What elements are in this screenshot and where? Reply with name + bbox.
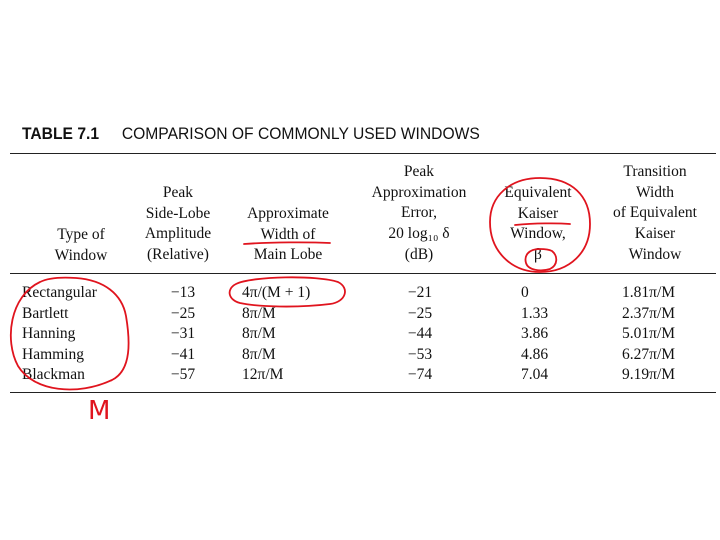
window-name: Rectangular	[22, 284, 97, 301]
bottom-rule	[10, 392, 716, 393]
main-lobe-width-value: 4π/(M + 1)	[242, 284, 311, 301]
table-caption: COMPARISON OF COMMONLY USED WINDOWS	[121, 124, 480, 143]
transition-width-value: 2.37π/M	[622, 304, 676, 322]
window-name: Hanning	[22, 325, 76, 343]
header-line: Peak	[162, 184, 194, 201]
approximation-error-value: −21	[407, 284, 433, 301]
peak-side-lobe-value: −25	[170, 304, 196, 322]
table-number: TABLE 7.1	[22, 124, 100, 143]
main-lobe-width-value: 12π/M	[242, 366, 284, 384]
transition-width-value: 9.19π/M	[622, 366, 676, 384]
header-line: Kaiser	[517, 204, 559, 222]
main-lobe-width-value: 8π/M	[242, 345, 276, 363]
approximation-error-value: −53	[407, 345, 433, 363]
header-line: (dB)	[404, 245, 434, 263]
transition-width-value: 5.01π/M	[622, 325, 676, 343]
header-kaiser-beta: Equivalent Kaiser Window, β	[488, 183, 588, 266]
header-approximation-error: Peak Approximation Error, 20 log₁₀ δ (dB…	[356, 162, 482, 266]
header-peak-side-lobe: Peak Side-Lobe Amplitude (Relative)	[128, 183, 228, 266]
header-line: Approximate	[247, 205, 329, 222]
header-type-of-window: Type of Window	[36, 225, 126, 266]
kaiser-beta-value: 3.86	[521, 325, 549, 343]
handwritten-annotation: M	[88, 396, 111, 426]
approximation-error-value: −74	[407, 366, 433, 384]
header-line: Transition	[623, 163, 687, 180]
header-line: Type of	[57, 226, 105, 243]
header-line: Window	[628, 245, 682, 263]
header-line: β	[534, 246, 542, 264]
main-lobe-width-value: 8π/M	[242, 304, 276, 322]
kaiser-beta-value: 4.86	[521, 345, 549, 363]
header-line: Window	[54, 246, 108, 264]
header-line: Main Lobe	[253, 246, 323, 264]
header-rule	[10, 273, 716, 274]
peak-side-lobe-value: −13	[170, 284, 196, 301]
header-line: Width of	[260, 225, 316, 243]
header-line: Kaiser	[634, 225, 676, 243]
approximation-error-value: −44	[407, 325, 433, 343]
peak-side-lobe-value: −41	[170, 345, 196, 363]
header-line: Window,	[510, 225, 566, 243]
window-name: Blackman	[22, 366, 85, 384]
window-name: Hamming	[22, 345, 84, 363]
header-line: (Relative)	[147, 246, 209, 264]
top-rule	[10, 153, 716, 154]
window-name: Bartlett	[22, 304, 69, 322]
header-line: 20 log₁₀ δ	[388, 225, 450, 243]
header-line: Error,	[401, 204, 437, 222]
kaiser-beta-value: 7.04	[521, 366, 549, 384]
transition-width-value: 6.27π/M	[622, 345, 676, 363]
approximation-error-value: −25	[407, 304, 433, 322]
kaiser-beta-value: 1.33	[521, 304, 549, 322]
peak-side-lobe-value: −31	[170, 325, 196, 343]
kaiser-beta-value: 0	[521, 284, 529, 301]
header-line: of Equivalent	[613, 204, 697, 222]
header-line: Side-Lobe	[145, 204, 211, 222]
header-line: Equivalent	[504, 184, 572, 201]
header-line: Amplitude	[144, 225, 212, 243]
header-transition-width: Transition Width of Equivalent Kaiser Wi…	[594, 162, 716, 266]
header-line: Peak	[403, 163, 435, 180]
transition-width-value: 1.81π/M	[622, 284, 676, 301]
table-title: TABLE 7.1 COMPARISON OF COMMONLY USED WI…	[22, 124, 480, 144]
header-line: Approximation	[371, 183, 467, 201]
header-main-lobe-width: Approximate Width of Main Lobe	[232, 204, 344, 266]
header-line: Width	[635, 183, 675, 201]
main-lobe-width-value: 8π/M	[242, 325, 276, 343]
peak-side-lobe-value: −57	[170, 366, 196, 384]
